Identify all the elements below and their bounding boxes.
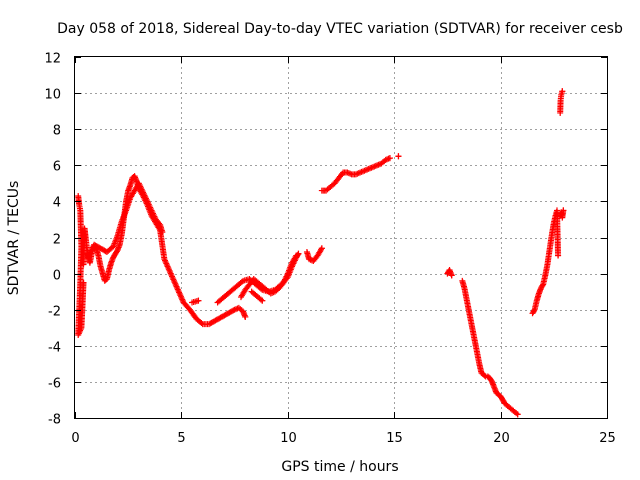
x-tick-label: 5 xyxy=(177,431,185,446)
data-point xyxy=(481,372,488,379)
x-tick-labels: 0 5 10 15 20 25 xyxy=(71,431,615,446)
data-point xyxy=(555,252,562,259)
y-tick-label: -6 xyxy=(48,377,61,392)
y-tick-label: -2 xyxy=(48,305,61,320)
y-tick-label: 12 xyxy=(44,52,61,67)
x-tick-label: 15 xyxy=(386,431,403,446)
data-point xyxy=(293,252,300,259)
data-point xyxy=(318,245,325,252)
y-tick-labels: -8 -6 -4 -2 0 2 4 6 8 10 12 xyxy=(44,52,61,428)
x-tick-label: 0 xyxy=(71,431,79,446)
y-tick-label: -4 xyxy=(48,341,61,356)
x-tick-label: 20 xyxy=(493,431,510,446)
y-tick-label: 0 xyxy=(53,269,61,284)
data-point xyxy=(395,153,402,160)
data-point xyxy=(198,320,205,327)
y-axis-label: SDTVAR / TECUs xyxy=(6,181,22,296)
data-point xyxy=(159,229,166,236)
data-point xyxy=(259,297,266,304)
y-tick-label: 6 xyxy=(53,160,61,175)
data-point xyxy=(539,282,546,289)
data-point xyxy=(530,307,537,314)
grid xyxy=(75,57,607,418)
axis-ticks xyxy=(75,57,608,419)
plot-frame xyxy=(74,56,608,419)
data-point xyxy=(560,207,567,214)
y-tick-label: -8 xyxy=(48,413,61,428)
data-point xyxy=(230,307,237,314)
y-tick-label: 8 xyxy=(53,124,61,139)
data-point xyxy=(514,411,521,418)
y-tick-label: 10 xyxy=(44,88,61,103)
x-axis-label: GPS time / hours xyxy=(281,459,398,475)
data-point xyxy=(195,297,202,304)
x-tick-label: 25 xyxy=(599,431,616,446)
data-point xyxy=(448,272,455,279)
data-point xyxy=(386,155,393,162)
x-tick-label: 10 xyxy=(280,431,297,446)
data-point xyxy=(559,88,566,95)
chart-title: Day 058 of 2018, Sidereal Day-to-day VTE… xyxy=(57,21,623,37)
data-point xyxy=(80,279,87,286)
y-tick-label: 4 xyxy=(53,196,61,211)
data-points xyxy=(75,88,567,418)
y-tick-label: 2 xyxy=(53,233,61,248)
data-point xyxy=(242,313,249,320)
